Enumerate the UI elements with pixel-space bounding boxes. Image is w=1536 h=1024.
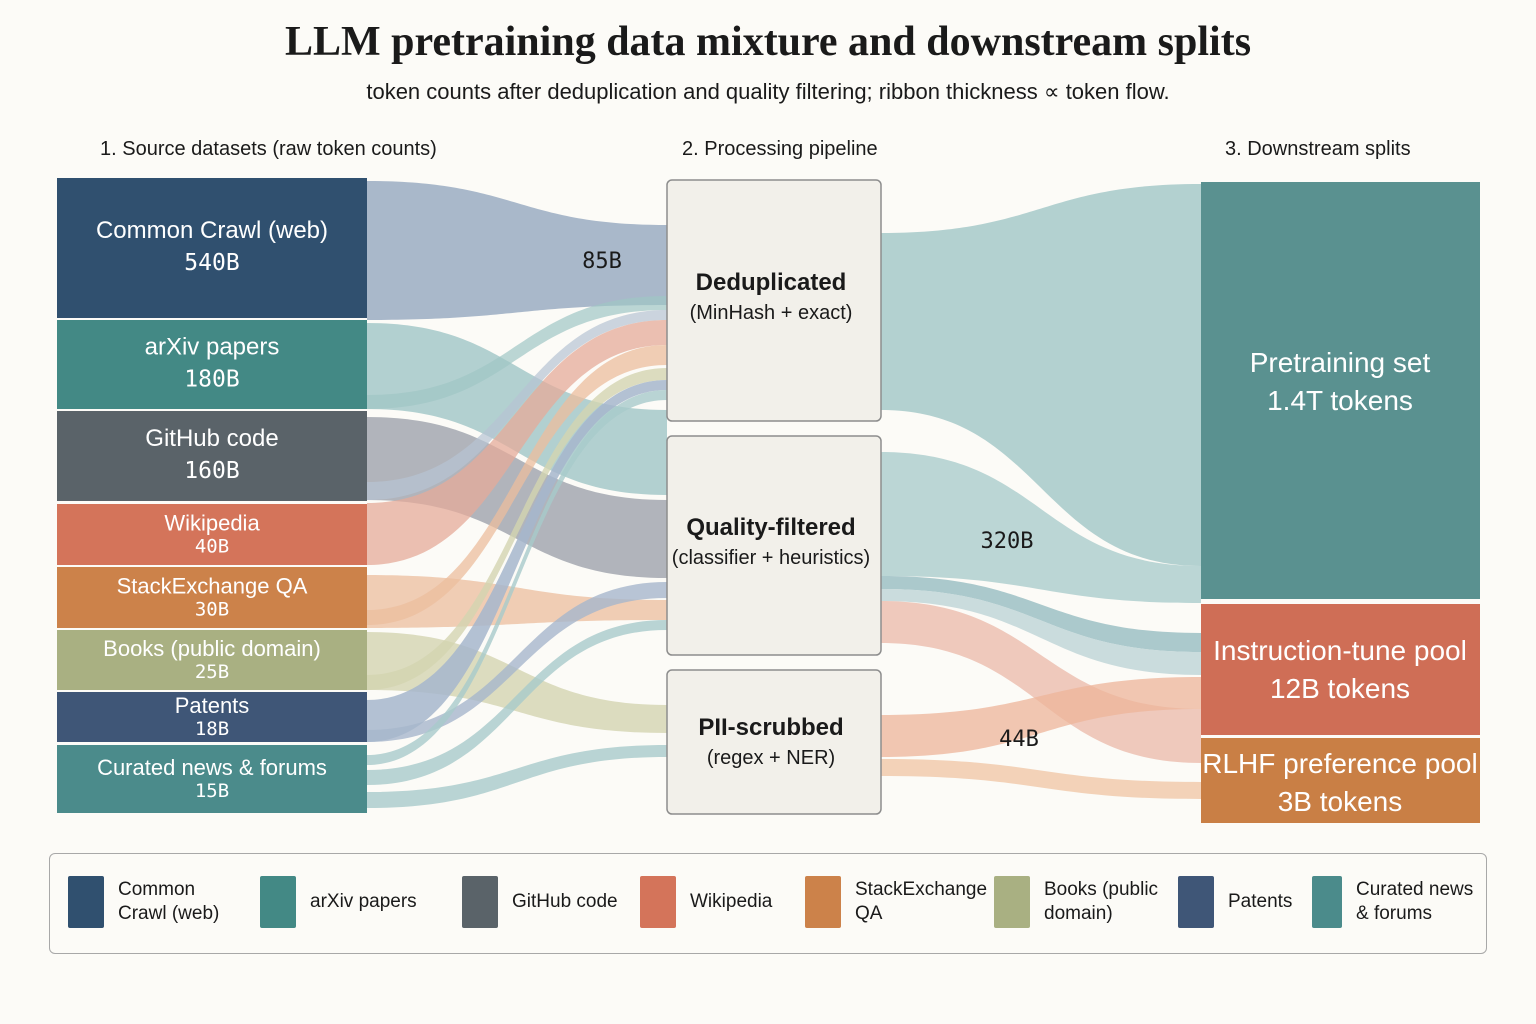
source-value: 540B — [184, 250, 239, 276]
source-value: 180B — [184, 367, 239, 393]
pipeline-name: Quality-filtered — [686, 514, 855, 541]
ribbon-7 — [367, 345, 667, 625]
pipeline-name: PII-scrubbed — [698, 714, 843, 741]
legend-item: Wikipedia — [640, 876, 772, 928]
split-node-1[interactable] — [1201, 604, 1480, 735]
source-node-2[interactable] — [57, 411, 367, 501]
source-value: 30B — [195, 599, 229, 621]
source-node-7[interactable] — [57, 745, 367, 813]
legend: Common Crawl (web) arXiv papers GitHub cod… — [49, 853, 1487, 954]
split-value: 1.4T tokens — [1267, 385, 1413, 416]
source-name: arXiv papers — [145, 334, 280, 361]
source-name: Curated news & forums — [97, 755, 327, 780]
legend-swatch — [1312, 876, 1342, 928]
legend-swatch — [640, 876, 676, 928]
flow-label: 44B — [999, 727, 1039, 752]
source-name: StackExchange QA — [117, 574, 308, 599]
pipeline-detail: (regex + NER) — [707, 747, 835, 769]
legend-item: arXiv papers — [260, 876, 417, 928]
flow-label: 85B — [582, 249, 622, 274]
split-node-0[interactable] — [1201, 182, 1480, 599]
source-value: 25B — [195, 661, 229, 683]
legend-swatch — [1178, 876, 1214, 928]
legend-label: StackExchange QA — [855, 879, 988, 924]
column-header-pipeline: 2. Processing pipeline — [682, 138, 878, 160]
legend-item: Common Crawl (web) — [68, 876, 248, 928]
column-header-splits: 3. Downstream splits — [1225, 138, 1411, 160]
source-name: Books (public domain) — [103, 636, 321, 661]
pipeline-node-2[interactable] — [666, 669, 882, 815]
ribbon-9 — [367, 368, 667, 690]
chart-title: LLM pretraining data mixture and downstr… — [284, 19, 1252, 65]
pipeline-detail: (classifier + heuristics) — [672, 547, 870, 569]
ribbon-14 — [367, 745, 667, 808]
ribbon-20 — [881, 677, 1201, 757]
legend-swatch — [68, 876, 104, 928]
source-name: Common Crawl (web) — [96, 217, 328, 244]
ribbon-21 — [881, 759, 1201, 799]
source-name: GitHub code — [145, 425, 278, 452]
split-value: 12B tokens — [1270, 673, 1410, 704]
ribbon-15 — [881, 184, 1201, 566]
legend-label: Common Crawl (web) — [118, 879, 220, 924]
source-name: Patents — [175, 693, 250, 718]
ribbon-17 — [881, 576, 1201, 652]
split-name: Pretraining set — [1250, 347, 1431, 378]
legend-item: StackExchange QA — [805, 876, 988, 928]
source-value: 15B — [195, 780, 229, 802]
split-name: Instruction-tune pool — [1213, 635, 1467, 666]
flow-label: 320B — [981, 529, 1034, 554]
source-node-4[interactable] — [57, 567, 367, 628]
pipeline-node-1[interactable] — [666, 435, 882, 656]
ribbon-11 — [367, 582, 667, 742]
split-value: 3B tokens — [1278, 786, 1403, 817]
legend-label: arXiv papers — [310, 891, 417, 912]
source-node-1[interactable] — [57, 320, 367, 409]
ribbon-12 — [367, 390, 667, 765]
pipeline-detail: (MinHash + exact) — [690, 302, 853, 324]
source-node-5[interactable] — [57, 630, 367, 690]
ribbon-13 — [367, 620, 667, 785]
ribbon-3 — [367, 296, 667, 409]
ribbon-16 — [881, 452, 1201, 603]
source-node-0[interactable] — [57, 178, 367, 318]
source-name: Wikipedia — [164, 511, 260, 536]
split-node-2[interactable] — [1201, 738, 1480, 823]
legend-swatch — [805, 876, 841, 928]
legend-item: Books (public domain) — [994, 876, 1174, 928]
source-value: 160B — [184, 458, 239, 484]
column-header-sources: 1. Source datasets (raw token counts) — [100, 138, 437, 160]
ribbon-5 — [367, 320, 667, 565]
legend-label: Books (public domain) — [1044, 879, 1159, 924]
legend-swatch — [260, 876, 296, 928]
legend-label: GitHub code — [512, 891, 618, 912]
source-node-6[interactable] — [57, 692, 367, 742]
ribbon-19 — [881, 601, 1201, 763]
ribbon-4 — [367, 310, 667, 500]
legend-item: GitHub code — [462, 876, 618, 928]
ribbon-18 — [881, 589, 1201, 675]
source-node-3[interactable] — [57, 504, 367, 565]
ribbon-8 — [367, 632, 667, 733]
source-value: 18B — [195, 718, 229, 740]
ribbon-10 — [367, 380, 667, 742]
pipeline-node-0[interactable] — [666, 179, 882, 422]
legend-item: Curated news & forums — [1312, 876, 1486, 928]
legend-label: Curated news & forums — [1356, 879, 1474, 924]
ribbon-2 — [367, 417, 667, 578]
pipeline-name: Deduplicated — [696, 269, 847, 296]
source-value: 40B — [195, 536, 229, 558]
split-name: RLHF preference pool — [1202, 748, 1477, 779]
legend-label: Patents — [1228, 891, 1293, 912]
ribbon-0 — [367, 181, 667, 320]
legend-swatch — [994, 876, 1030, 928]
legend-item: Patents — [1178, 876, 1292, 928]
legend-label: Wikipedia — [690, 891, 773, 912]
chart-subtitle: token counts after deduplication and qua… — [366, 79, 1170, 104]
legend-swatch — [462, 876, 498, 928]
